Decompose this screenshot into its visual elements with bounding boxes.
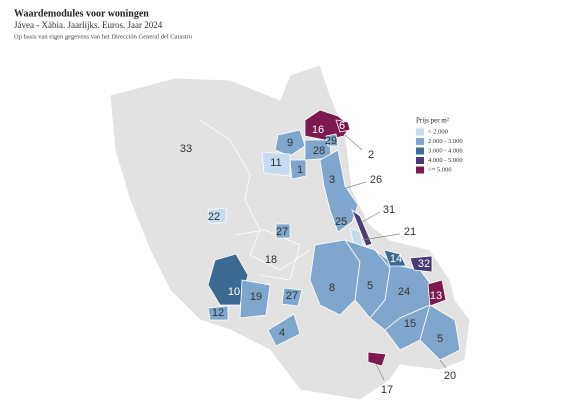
callout-line [345, 181, 367, 189]
zone-label: 5 [437, 333, 443, 345]
zone [261, 151, 291, 177]
zone-label: 21 [404, 226, 416, 238]
callout-line [439, 359, 447, 369]
legend-label: 3.000 - 4.000 [428, 147, 463, 154]
zone-label: 27 [276, 226, 288, 238]
zone-label: 2 [368, 149, 374, 161]
zone-label: 22 [208, 211, 220, 223]
zone [351, 208, 373, 247]
zone-label: 1 [297, 164, 303, 176]
zone [367, 351, 387, 367]
source: Op basis van eigen gegevens van het Dire… [14, 33, 192, 40]
zone-label: 26 [370, 174, 382, 186]
zone [267, 313, 301, 347]
legend-label: < 2.000 [428, 128, 448, 135]
zone-label: 14 [390, 253, 402, 265]
zone-label: 29 [325, 135, 337, 147]
zone-label: 33 [180, 143, 192, 155]
legend-label: 4.000 - 5.000 [428, 157, 463, 164]
zone-label: 3 [329, 174, 335, 186]
legend-swatch [416, 138, 424, 145]
zone-label: 5 [367, 280, 373, 292]
zone-label: 17 [381, 384, 393, 396]
zone [207, 207, 227, 225]
zone [289, 159, 307, 180]
legend-swatch [416, 128, 424, 136]
zone-label: 18 [265, 254, 277, 266]
zone-label: 6 [339, 120, 345, 132]
zone-label: 25 [335, 216, 347, 228]
zone-label: 12 [212, 307, 224, 319]
callout-line [361, 211, 381, 223]
legend-title: Prijs per m² [416, 117, 449, 125]
zone [207, 253, 249, 306]
zone-label: 28 [313, 145, 325, 157]
zone-label: 15 [404, 318, 416, 330]
callout-line [375, 363, 385, 381]
zone [239, 279, 271, 319]
subtitle: Jávea - Xàbia. Jaarlijks. Euros. Jaar 20… [14, 20, 163, 30]
inner-border [234, 229, 301, 281]
zone [319, 149, 359, 233]
title: Waardemodules voor woningen [14, 8, 149, 19]
zone-label: 16 [312, 124, 324, 136]
zone-label: 32 [418, 258, 430, 270]
zone-label: 27 [286, 290, 298, 302]
zone [409, 255, 433, 273]
zone-label: 20 [444, 370, 456, 382]
legend-swatch [416, 157, 424, 164]
zone-label: 31 [383, 204, 395, 216]
zone-label: 8 [329, 282, 335, 294]
zone-label: 10 [228, 286, 240, 298]
legend-swatch [416, 147, 424, 155]
zone [207, 305, 229, 321]
zone [383, 249, 407, 267]
legend-swatch [416, 166, 424, 174]
zone [427, 279, 447, 307]
zone [335, 119, 351, 133]
callout-line [361, 233, 401, 241]
zone-label: 11 [270, 157, 281, 169]
zone [281, 287, 303, 307]
zone [325, 133, 339, 147]
legend-label: >= 5.000 [428, 166, 452, 173]
zone [275, 223, 291, 239]
legend-label: 2.000 - 3.000 [428, 138, 463, 145]
callout-line [344, 134, 363, 151]
zone-label: 9 [287, 137, 293, 149]
zone-label: 4 [279, 327, 285, 339]
zone-label: 19 [250, 291, 262, 303]
zone-label: 13 [430, 290, 442, 302]
zone [274, 129, 306, 157]
zone-label: 24 [398, 286, 410, 298]
inner-border [199, 119, 311, 271]
zone [419, 304, 461, 361]
